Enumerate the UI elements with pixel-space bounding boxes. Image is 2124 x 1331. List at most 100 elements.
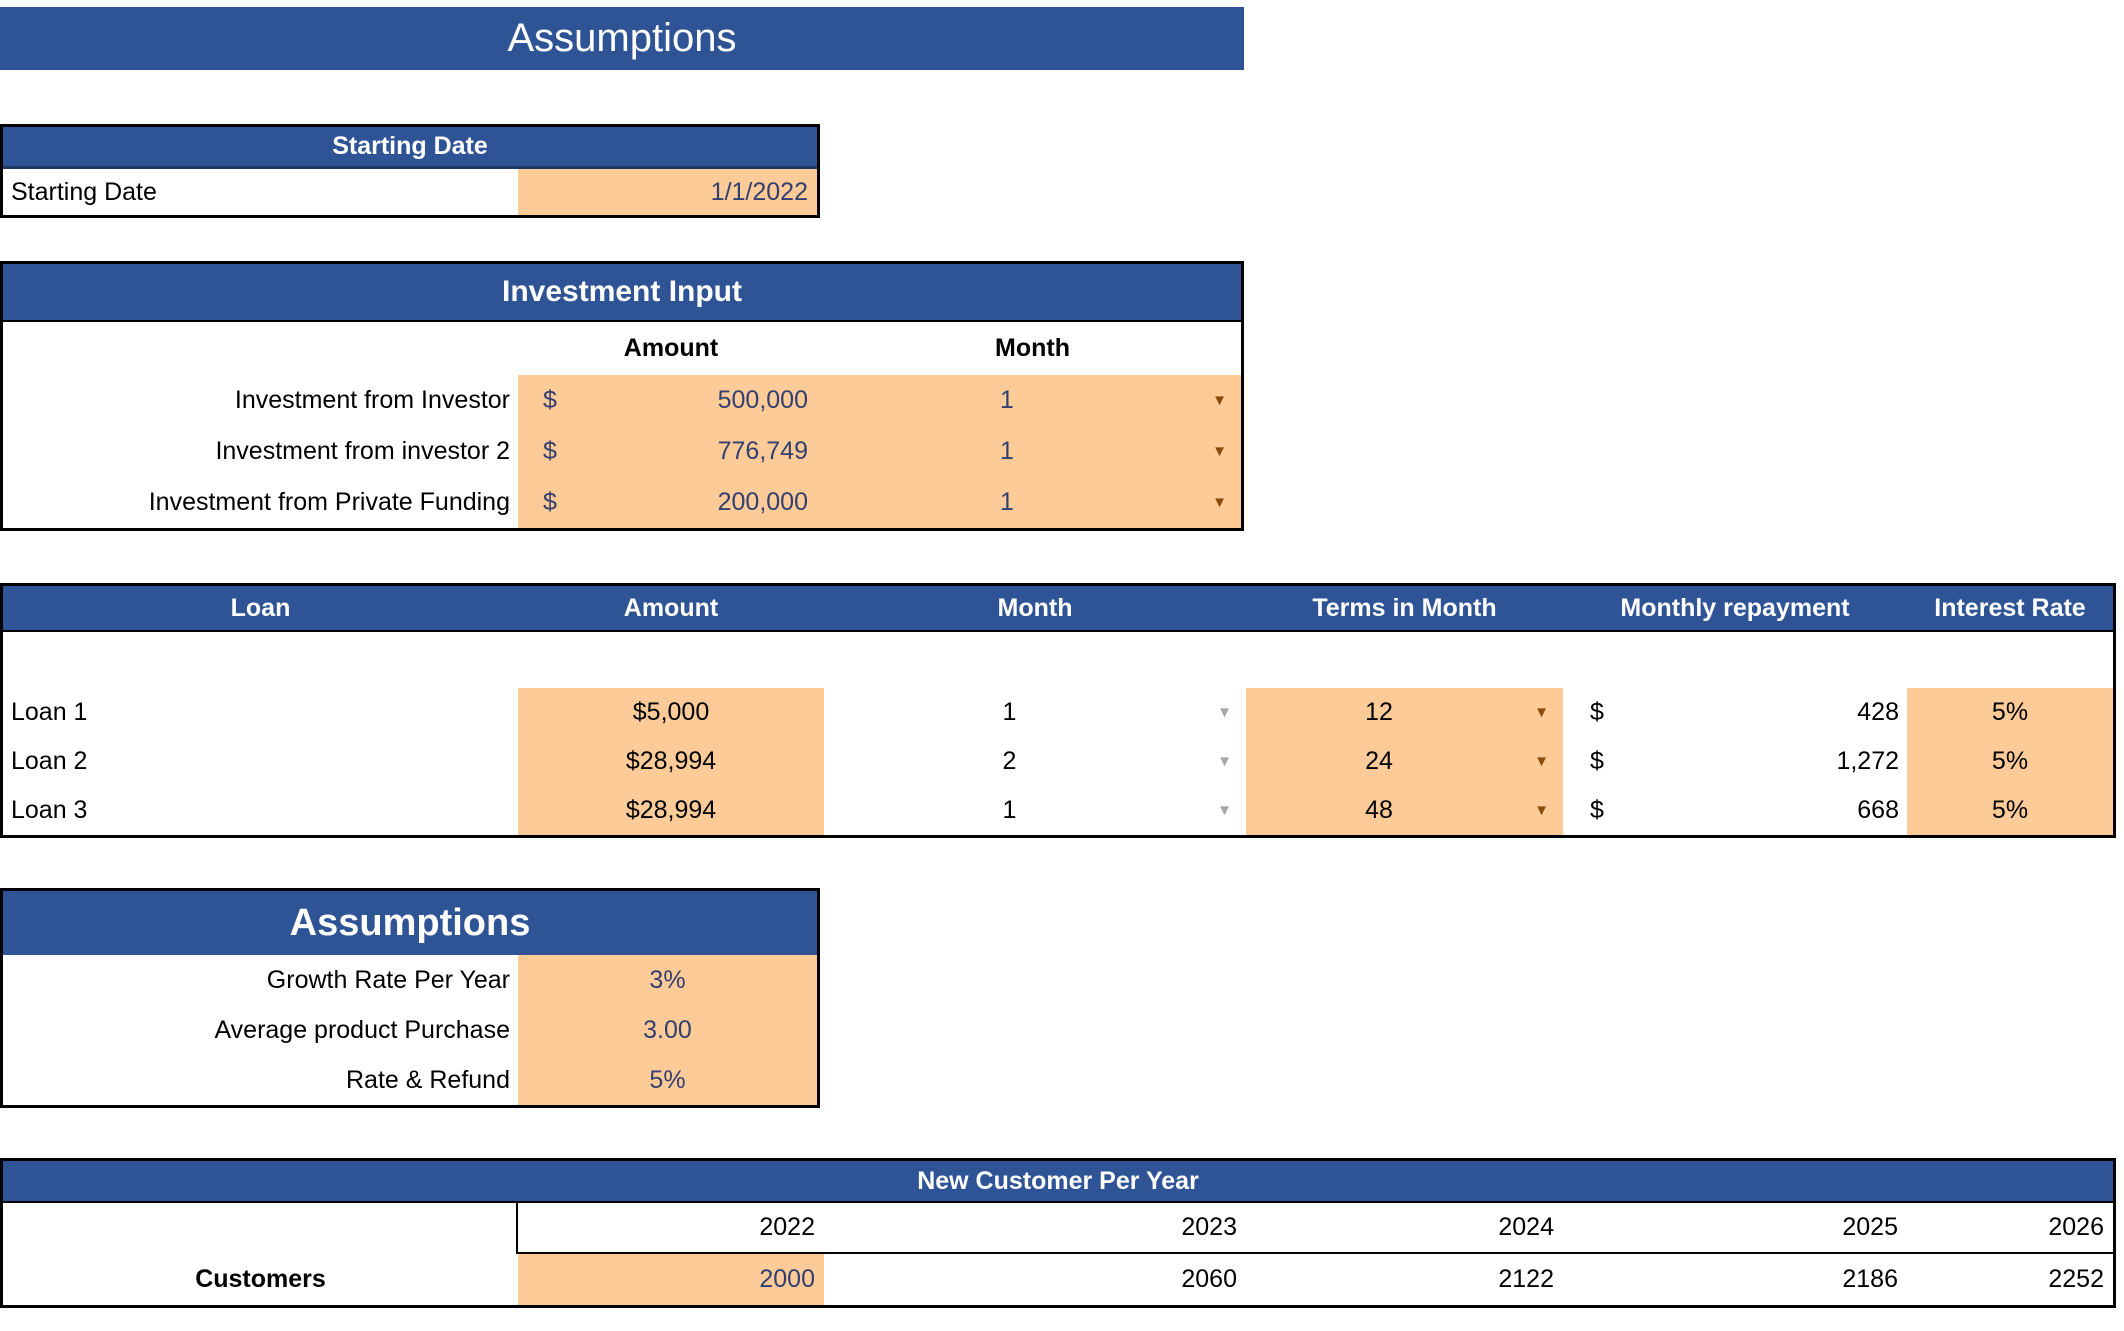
investment-amount-cell[interactable]: $ 200,000 bbox=[518, 477, 824, 528]
loan-amount-cell[interactable]: $28,994 bbox=[518, 737, 824, 786]
investment-amount-value: 200,000 bbox=[717, 488, 808, 516]
customers-value-cell: 2060 bbox=[1181, 1265, 1237, 1293]
investment-amount-value: 776,749 bbox=[717, 437, 808, 465]
starting-date-table: Starting Date Starting Date 1/1/2022 bbox=[0, 124, 820, 218]
new-customer-header: New Customer Per Year bbox=[3, 1161, 2113, 1203]
dropdown-arrow-icon[interactable]: ▼ bbox=[1212, 392, 1227, 409]
customers-row-label: Customers bbox=[195, 1265, 326, 1293]
customers-row: Customers 2000 2060 2122 2186 2252 bbox=[3, 1254, 2113, 1305]
dropdown-arrow-icon[interactable]: ▼ bbox=[1217, 704, 1232, 721]
currency-symbol: $ bbox=[543, 488, 557, 516]
loan-terms-dropdown[interactable]: 24 ▼ bbox=[1246, 737, 1563, 786]
customers-value-cell: 2122 bbox=[1498, 1265, 1554, 1293]
investment-month-dropdown[interactable]: 1 ▼ bbox=[824, 426, 1241, 477]
investment-amount-cell[interactable]: $ 500,000 bbox=[518, 375, 824, 426]
investment-input-table: Investment Input Amount Month Investment… bbox=[0, 261, 1244, 531]
loan-month-dropdown[interactable]: 2 ▼ bbox=[824, 737, 1246, 786]
loan-terms-dropdown[interactable]: 48 ▼ bbox=[1246, 786, 1563, 835]
year-label: 2023 bbox=[824, 1203, 1246, 1254]
rate-refund-input-cell[interactable]: 5% bbox=[518, 1055, 817, 1105]
starting-date-input-cell[interactable]: 1/1/2022 bbox=[518, 169, 817, 215]
loan-row-label: Loan 3 bbox=[11, 796, 88, 824]
loan-repayment-value: 428 bbox=[1857, 698, 1899, 726]
growth-rate-input-cell[interactable]: 3% bbox=[518, 955, 817, 1005]
dropdown-arrow-icon[interactable]: ▼ bbox=[1217, 753, 1232, 770]
loan-terms-value: 12 bbox=[1365, 698, 1393, 726]
terms-column-header: Terms in Month bbox=[1312, 593, 1497, 622]
loan-month-dropdown[interactable]: 1 ▼ bbox=[824, 688, 1246, 737]
loan-month-value: 2 bbox=[1002, 747, 1017, 775]
page-title: Assumptions bbox=[507, 16, 737, 60]
customers-value-cell: 2252 bbox=[2048, 1265, 2104, 1293]
loan-spacer-row bbox=[3, 632, 2113, 688]
loan-amount-cell[interactable]: $28,994 bbox=[518, 786, 824, 835]
starting-date-header: Starting Date bbox=[3, 127, 817, 169]
loan-repayment-value: 1,272 bbox=[1836, 747, 1899, 775]
amount-column-header: Amount bbox=[623, 334, 719, 362]
loan-repayment-cell: $ 668 bbox=[1563, 786, 1907, 835]
currency-symbol: $ bbox=[1590, 698, 1604, 726]
new-customer-table: New Customer Per Year 2022 2023 2024 202… bbox=[0, 1158, 2116, 1308]
loan-table: Loan Amount Month Terms in Month Monthly… bbox=[0, 583, 2116, 838]
investment-row: Investment from Investor $ 500,000 1 ▼ bbox=[3, 375, 1241, 426]
dropdown-arrow-icon[interactable]: ▼ bbox=[1212, 443, 1227, 460]
assumption-label: Rate & Refund bbox=[346, 1065, 510, 1094]
loan-repayment-value: 668 bbox=[1857, 796, 1899, 824]
loan-interest-cell[interactable]: 5% bbox=[1907, 786, 2113, 835]
dropdown-arrow-icon[interactable]: ▼ bbox=[1217, 802, 1232, 819]
investment-row: Investment from investor 2 $ 776,749 1 ▼ bbox=[3, 426, 1241, 477]
year-label: 2022 bbox=[518, 1203, 824, 1254]
year-header-row: 2022 2023 2024 2025 2026 bbox=[3, 1203, 2113, 1254]
loan-interest-cell[interactable]: 5% bbox=[1907, 688, 2113, 737]
starting-date-row: Starting Date 1/1/2022 bbox=[3, 169, 817, 215]
customers-input-cell[interactable]: 2000 bbox=[518, 1254, 824, 1305]
repayment-column-header: Monthly repayment bbox=[1620, 593, 1850, 622]
loan-repayment-cell: $ 428 bbox=[1563, 688, 1907, 737]
month-column-header: Month bbox=[997, 593, 1073, 622]
assumption-label: Average product Purchase bbox=[214, 1015, 510, 1044]
investment-amount-cell[interactable]: $ 776,749 bbox=[518, 426, 824, 477]
loan-terms-dropdown[interactable]: 12 ▼ bbox=[1246, 688, 1563, 737]
year-label: 2025 bbox=[1563, 1203, 1907, 1254]
assumptions-table: Assumptions Growth Rate Per Year 3% Aver… bbox=[0, 888, 820, 1108]
investment-month-value: 1 bbox=[1000, 386, 1014, 414]
currency-symbol: $ bbox=[543, 437, 557, 465]
year-label: 2024 bbox=[1246, 1203, 1563, 1254]
assumptions-title: Assumptions bbox=[289, 901, 531, 944]
investment-row: Investment from Private Funding $ 200,00… bbox=[3, 477, 1241, 528]
avg-purchase-input-cell[interactable]: 3.00 bbox=[518, 1005, 817, 1055]
year-label: 2026 bbox=[1907, 1203, 2113, 1254]
dropdown-arrow-icon[interactable]: ▼ bbox=[1534, 802, 1549, 819]
loan-row: Loan 1 $5,000 1 ▼ 12 ▼ $ 428 5% bbox=[3, 688, 2113, 737]
loan-table-header: Loan Amount Month Terms in Month Monthly… bbox=[3, 586, 2113, 632]
starting-date-label: Starting Date bbox=[11, 177, 157, 206]
loan-month-value: 1 bbox=[1002, 698, 1017, 726]
interest-column-header: Interest Rate bbox=[1934, 593, 2086, 622]
investment-month-dropdown[interactable]: 1 ▼ bbox=[824, 375, 1241, 426]
investment-input-title: Investment Input bbox=[501, 275, 742, 308]
currency-symbol: $ bbox=[1590, 796, 1604, 824]
investment-column-headers: Amount Month bbox=[3, 322, 1241, 375]
loan-amount-cell[interactable]: $5,000 bbox=[518, 688, 824, 737]
dropdown-arrow-icon[interactable]: ▼ bbox=[1534, 704, 1549, 721]
assumption-row: Average product Purchase 3.00 bbox=[3, 1005, 817, 1055]
investment-row-label: Investment from Investor bbox=[234, 386, 510, 414]
loan-month-value: 1 bbox=[1002, 796, 1017, 824]
new-customer-title: New Customer Per Year bbox=[917, 1166, 1199, 1195]
loan-row-label: Loan 2 bbox=[11, 747, 88, 775]
loan-month-dropdown[interactable]: 1 ▼ bbox=[824, 786, 1246, 835]
starting-date-header-label: Starting Date bbox=[332, 132, 488, 160]
investment-row-label: Investment from investor 2 bbox=[215, 437, 510, 465]
dropdown-arrow-icon[interactable]: ▼ bbox=[1534, 753, 1549, 770]
customers-value-cell: 2186 bbox=[1842, 1265, 1898, 1293]
assumption-row: Rate & Refund 5% bbox=[3, 1055, 817, 1105]
loan-interest-cell[interactable]: 5% bbox=[1907, 737, 2113, 786]
investment-row-label: Investment from Private Funding bbox=[148, 488, 510, 516]
investment-month-value: 1 bbox=[1000, 488, 1014, 516]
month-column-header: Month bbox=[995, 334, 1070, 362]
investment-input-header: Investment Input bbox=[3, 264, 1241, 322]
dropdown-arrow-icon[interactable]: ▼ bbox=[1212, 494, 1227, 511]
investment-month-dropdown[interactable]: 1 ▼ bbox=[824, 477, 1241, 528]
assumptions-header: Assumptions bbox=[3, 891, 817, 955]
